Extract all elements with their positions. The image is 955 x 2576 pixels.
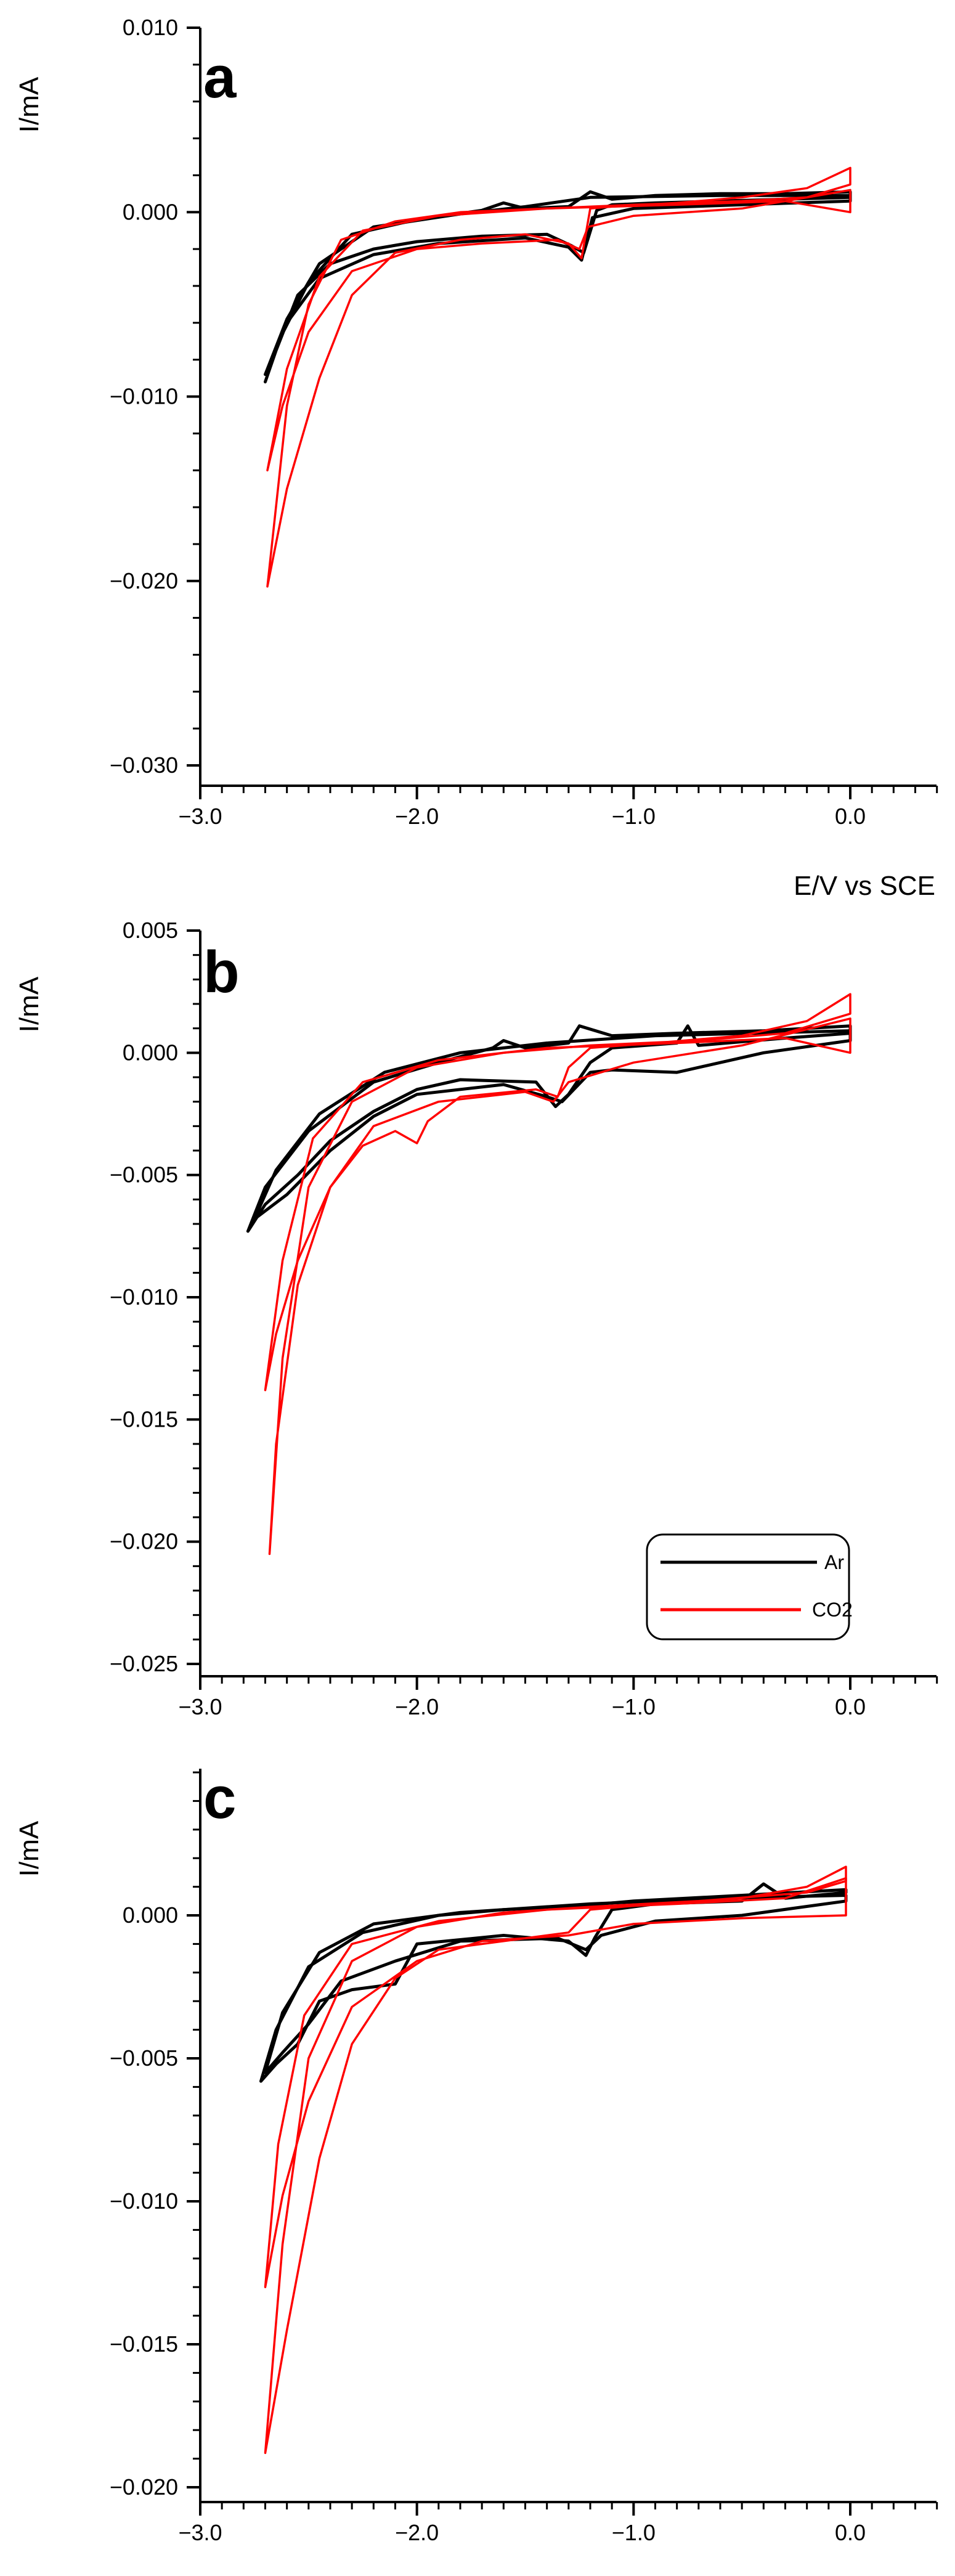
x-tick-label: −3.0 <box>178 804 222 829</box>
panel-letter: c <box>203 1765 236 1831</box>
y-tick-label: −0.015 <box>110 1406 178 1432</box>
y-tick-label: −0.015 <box>110 2331 178 2357</box>
y-tick-label: −0.020 <box>110 568 178 593</box>
y-tick-label: −0.025 <box>110 1651 178 1676</box>
y-tick-label: −0.020 <box>110 1529 178 1554</box>
panel-c: 0.000 −0.005 −0.010 −0.015 −0.020−3.0 −2.0 −1.… <box>14 1765 938 2545</box>
y-tick-label: −0.020 <box>110 2474 178 2500</box>
y-tick-label: −0.010 <box>110 384 178 409</box>
legend-box <box>646 1533 850 1641</box>
x-tick-label: 0.0 <box>835 1694 866 1719</box>
y-tick-label: −0.005 <box>110 2045 178 2071</box>
x-tick-label: −1.0 <box>612 1694 656 1719</box>
y-tick-label: 0.000 <box>123 199 178 224</box>
y-tick-label: −0.010 <box>110 1284 178 1310</box>
x-tick-label: 0.0 <box>835 804 866 829</box>
series-co2-cycle-2 <box>264 1877 847 2288</box>
y-tick-label: 0.010 <box>123 15 178 40</box>
x-tick-label: −1.0 <box>612 804 656 829</box>
y-axis-title: I/mA <box>14 76 44 132</box>
x-tick-label: −1.0 <box>612 2520 656 2545</box>
series-ar-cycle-1 <box>246 1024 852 1233</box>
y-axis-title: I/mA <box>14 1820 44 1877</box>
y-tick-label: 0.000 <box>123 1902 178 1928</box>
y-tick-label: −0.005 <box>110 1162 178 1188</box>
x-tick-label: −2.0 <box>395 2520 439 2545</box>
y-tick-label: −0.010 <box>110 2188 178 2214</box>
series-ar-cycle-2 <box>264 1894 848 2074</box>
x-axis-title: E/V vs SCE <box>794 871 935 901</box>
x-tick-label: −2.0 <box>395 804 439 829</box>
x-tick-label: −3.0 <box>178 1694 222 1719</box>
legend: Ar CO2 <box>646 1533 853 1641</box>
y-tick-label: 0.005 <box>123 918 178 943</box>
panel-letter: a <box>203 44 237 110</box>
series-ar-cycle-1 <box>264 190 852 384</box>
y-tick-label: 0.000 <box>123 1040 178 1065</box>
x-tick-label: −3.0 <box>178 2520 222 2545</box>
y-axis-title: I/mA <box>14 976 44 1032</box>
x-tick-label: −2.0 <box>395 1694 439 1719</box>
series-ar-cycle-2 <box>264 194 852 377</box>
series-co2-cycle-2 <box>266 189 851 471</box>
panel-letter: b <box>203 939 240 1005</box>
series-co2-cycle-2 <box>264 1017 851 1392</box>
legend-label-co2: CO2 <box>812 1599 853 1621</box>
x-tick-label: 0.0 <box>835 2520 866 2545</box>
panel-a: 0.010 0.000 −0.010 −0.020 −0.030 −3.0 −2.0 −1.0… <box>14 15 938 901</box>
panel-b: 0.005 0.000 −0.005 −0.010 −0.015 −0.020 −0.025… <box>14 918 938 1719</box>
y-tick-label: −0.030 <box>110 752 178 778</box>
legend-label-ar: Ar <box>824 1551 844 1573</box>
